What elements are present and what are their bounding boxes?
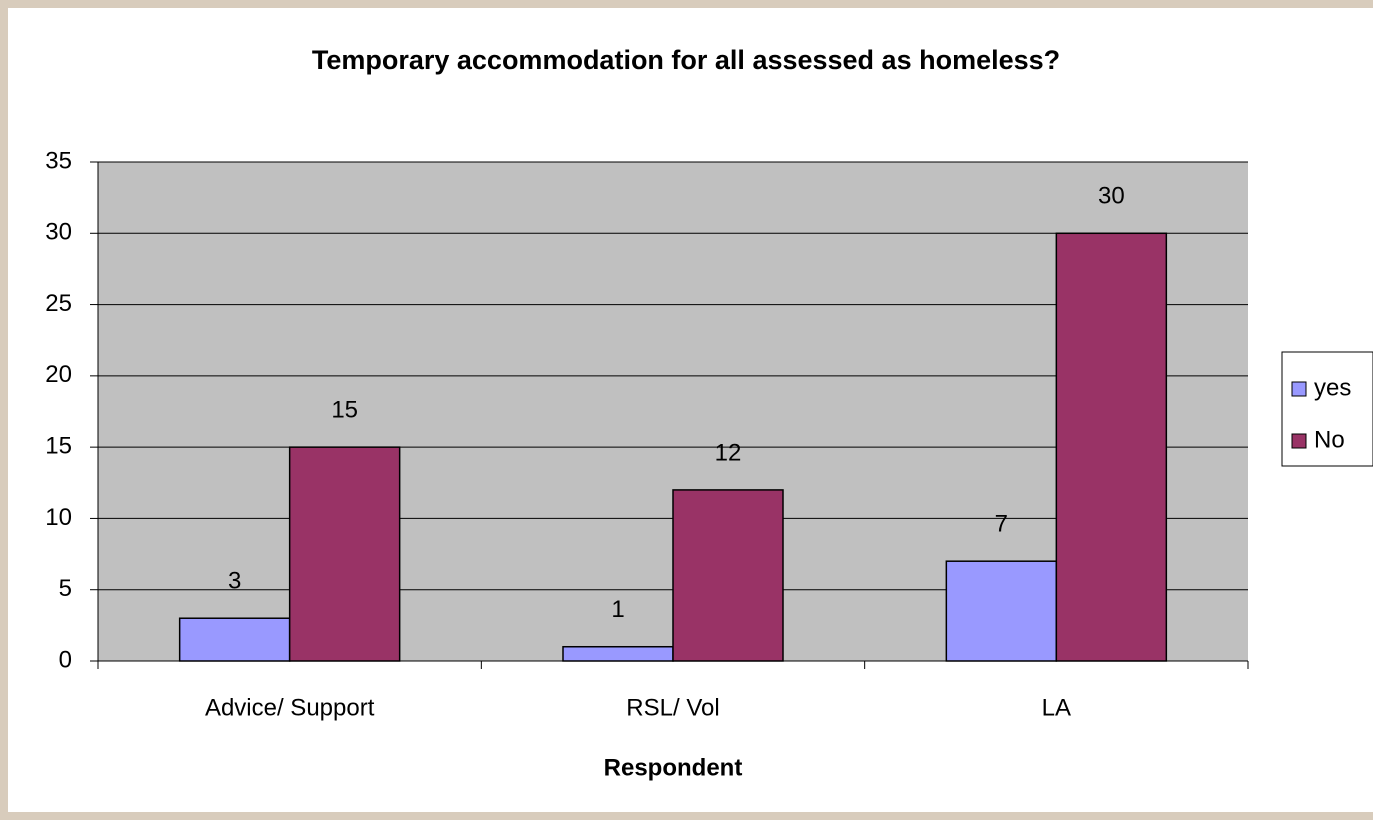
data-label: 1 (611, 596, 624, 623)
y-tick-label: 15 (45, 432, 72, 459)
y-tick-label: 10 (45, 504, 72, 531)
x-tick-label: LA (1042, 694, 1071, 721)
data-label: 12 (715, 439, 742, 466)
legend-label: yes (1314, 374, 1351, 401)
bar (562, 645, 674, 662)
chart-title: Temporary accommodation for all assessed… (312, 45, 1060, 75)
y-tick-label: 25 (45, 290, 72, 317)
legend-swatch (1291, 433, 1307, 449)
bar (178, 617, 291, 662)
data-label: 3 (228, 568, 241, 595)
y-tick-label: 30 (45, 219, 72, 246)
bar (945, 560, 1058, 662)
x-tick-label: Advice/ Support (205, 694, 375, 721)
data-label: 15 (331, 396, 358, 423)
bar (288, 446, 401, 662)
legend-label: No (1314, 426, 1345, 453)
y-tick-label: 20 (45, 361, 72, 388)
x-tick-label: RSL/ Vol (626, 694, 719, 721)
y-tick-label: 5 (59, 575, 72, 602)
data-label: 7 (995, 511, 1008, 538)
y-tick-label: 0 (59, 646, 72, 673)
x-axis-label: Respondent (604, 754, 743, 781)
y-tick-label: 35 (45, 147, 72, 174)
data-label: 30 (1098, 183, 1125, 210)
bar (1055, 232, 1168, 662)
legend-swatch (1291, 381, 1307, 397)
bar (672, 489, 784, 662)
